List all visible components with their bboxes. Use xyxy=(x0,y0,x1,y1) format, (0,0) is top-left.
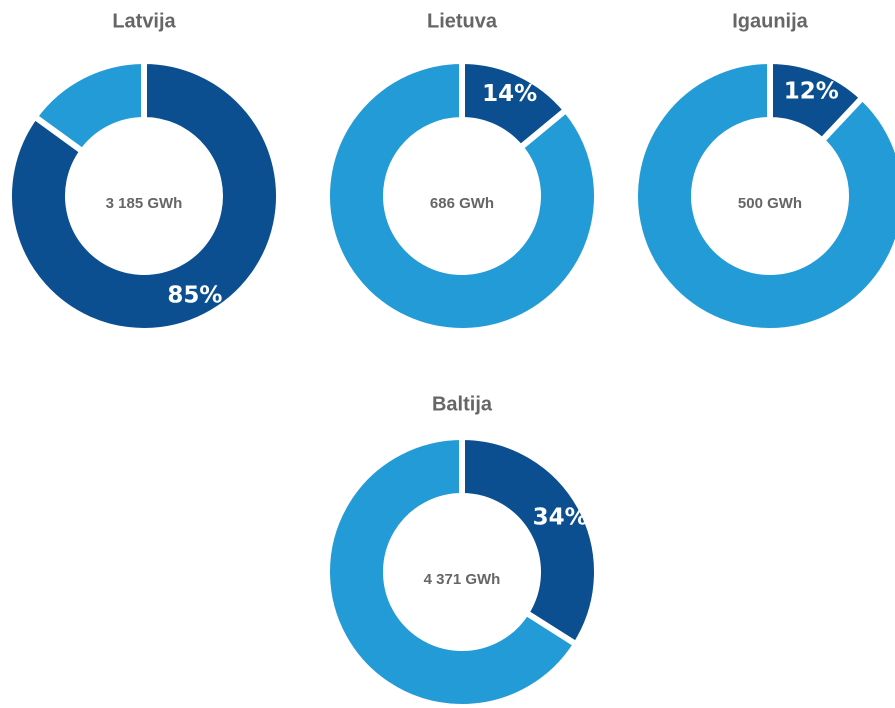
data-label: 12% xyxy=(784,78,839,104)
data-label: 14% xyxy=(482,81,537,107)
donut-segment xyxy=(632,57,895,334)
center-label: 500 GWh xyxy=(738,195,802,212)
chart-title: Lietuva xyxy=(427,10,498,32)
chart-title: Baltija xyxy=(432,393,493,415)
donut-segment xyxy=(324,433,581,708)
chart-title: Igaunija xyxy=(732,10,808,32)
center-label: 4 371 GWh xyxy=(424,571,501,588)
donut-segment xyxy=(459,433,600,649)
chart-title: Latvija xyxy=(112,10,176,32)
center-label: 3 185 GWh xyxy=(106,195,183,212)
data-label: 85% xyxy=(167,282,222,308)
donut-segment xyxy=(30,57,147,156)
donut-segment xyxy=(6,57,282,334)
data-label: 34% xyxy=(533,505,588,531)
center-label: 686 GWh xyxy=(430,195,494,212)
donut-segment xyxy=(324,57,600,334)
